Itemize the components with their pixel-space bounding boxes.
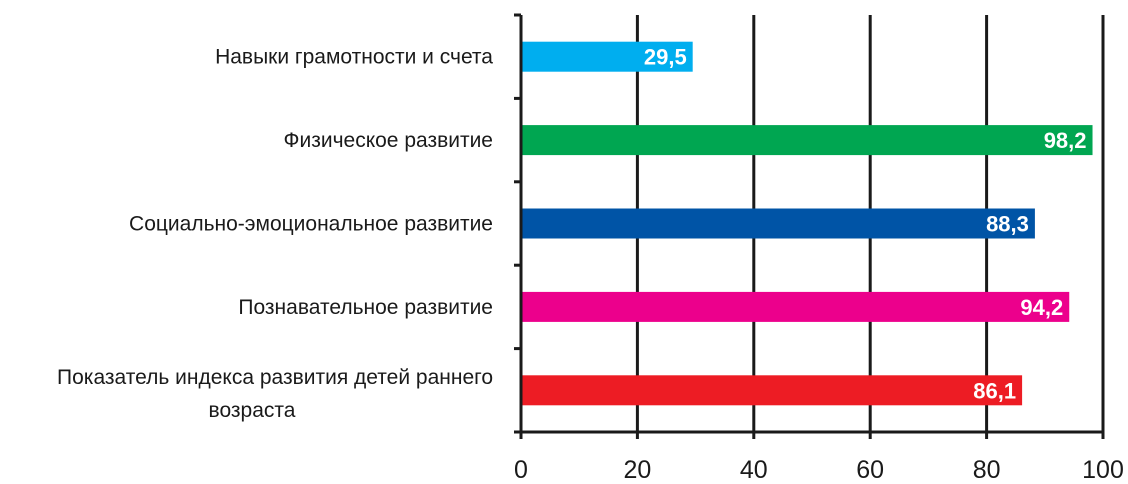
category-label: Познавательное развитие — [238, 296, 493, 319]
x-tick-label: 60 — [856, 456, 884, 484]
bars — [522, 41, 1093, 406]
bar — [522, 208, 1035, 239]
data-label: 98,2 — [1044, 128, 1087, 153]
data-label: 86,1 — [973, 378, 1016, 403]
data-label: 94,2 — [1020, 295, 1063, 320]
bar — [522, 125, 1093, 156]
x-tick-label: 80 — [973, 456, 1001, 484]
x-tick-label: 100 — [1082, 456, 1124, 484]
category-label: Навыки грамотности и счета — [215, 46, 493, 69]
data-labels: 29,5 98,2 88,3 94,2 86,1 — [644, 45, 1087, 404]
x-tick-labels: 0 20 40 60 80 100 — [514, 456, 1124, 484]
x-tick-label: 20 — [623, 456, 651, 484]
axes — [514, 13, 1105, 439]
bar — [522, 375, 1023, 406]
category-labels: Навыки грамотности и счета Физическое раз… — [57, 46, 493, 422]
bar — [522, 291, 1070, 322]
category-label: возраста — [209, 399, 296, 422]
category-label: Физическое развитие — [284, 129, 493, 152]
category-label: Социально-эмоциональное развитие — [129, 213, 493, 236]
data-label: 88,3 — [986, 212, 1029, 237]
category-label: Показатель индекса развития детей раннег… — [57, 366, 493, 389]
x-tick-label: 40 — [740, 456, 768, 484]
data-label: 29,5 — [644, 45, 687, 70]
bar — [522, 41, 693, 72]
x-tick-label: 0 — [514, 456, 528, 484]
